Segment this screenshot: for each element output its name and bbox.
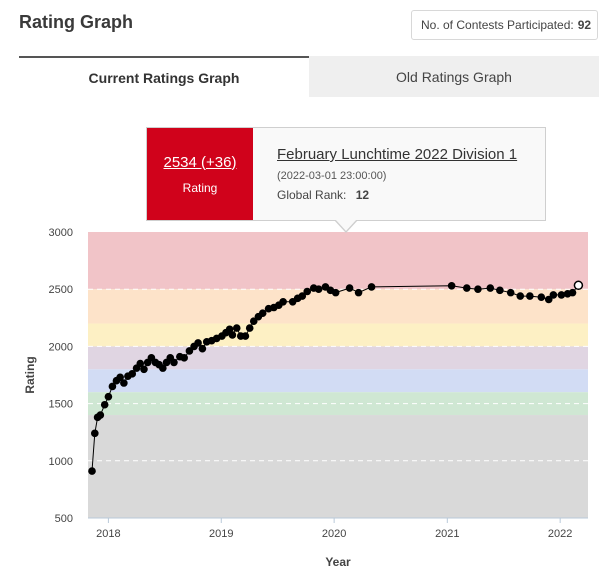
rating-point — [314, 285, 323, 294]
y-axis-ticks: 500 1000 1500 2000 2500 3000 — [49, 227, 73, 525]
tooltip-rank-label: Global Rank: — [277, 188, 347, 202]
rating-point — [91, 429, 99, 438]
rating-point — [331, 288, 340, 297]
rating-points — [88, 280, 584, 475]
rating-point — [549, 291, 558, 299]
tab-old-ratings-graph[interactable]: Old Ratings Graph — [309, 56, 599, 97]
x-axis-ticks: 2018 2019 2020 2021 2022 — [96, 518, 572, 540]
page-title: Rating Graph — [19, 12, 134, 32]
rating-point — [198, 344, 207, 353]
rating-point — [88, 467, 96, 475]
tooltip-rating-value[interactable]: 2534 (+36) — [163, 153, 237, 171]
contests-count-label: No. of Contests Participated: — [421, 18, 574, 32]
rating-point — [496, 286, 504, 295]
rating-point — [104, 392, 113, 401]
rating-point — [108, 382, 117, 391]
rating-point — [140, 365, 148, 374]
rating-point — [258, 309, 267, 318]
contests-count-value: 92 — [577, 18, 592, 32]
rating-point — [100, 400, 109, 409]
rating-point — [303, 287, 312, 296]
rating-band-red — [88, 232, 588, 290]
rating-point — [367, 283, 376, 291]
rating-point — [249, 317, 258, 326]
rating-point — [537, 293, 546, 302]
rating-point — [486, 284, 495, 292]
rating-point — [557, 291, 566, 299]
y-tick-label: 3000 — [49, 227, 73, 239]
tooltip-contest-link[interactable]: February Lunchtime 2022 Division 1 — [277, 146, 518, 163]
rating-point — [568, 288, 577, 297]
rating-band-purple — [88, 346, 588, 370]
rating-point — [225, 325, 234, 334]
tooltip-rank-value: 12 — [355, 188, 370, 202]
tab-current-ratings-graph[interactable]: Current Ratings Graph — [19, 56, 309, 97]
rating-point — [136, 359, 145, 368]
y-tick-label: 1500 — [49, 399, 73, 411]
contests-count-badge: No. of Contests Participated: 92 — [411, 10, 598, 40]
rating-point — [232, 324, 241, 332]
y-tick-label: 2000 — [49, 341, 73, 353]
rating-point — [279, 297, 287, 306]
tooltip-arrow — [335, 219, 357, 231]
x-tick-label: 2018 — [96, 528, 120, 540]
y-tick-label: 1000 — [49, 456, 73, 468]
chart-gridlines — [88, 288, 588, 462]
rating-point — [185, 347, 194, 355]
y-axis-label: Rating — [23, 356, 37, 393]
tooltip-rating-box: 2534 (+36) Rating — [147, 128, 253, 220]
x-tick-label: 2022 — [548, 528, 572, 540]
rating-point — [526, 292, 534, 300]
rating-point — [96, 411, 105, 419]
rating-point-selected — [573, 280, 584, 291]
tooltip-contest-date: (2022-03-01 23:00:00) — [277, 170, 387, 182]
rating-band-blue — [88, 369, 588, 393]
y-tick-label: 2500 — [49, 284, 73, 296]
rating-point — [159, 364, 167, 372]
tooltip-rating-label: Rating — [182, 180, 218, 195]
rating-band-yellow — [88, 323, 588, 347]
rating-point — [544, 295, 553, 304]
tooltip-contest-info: February Lunchtime 2022 Division 1 (2022… — [253, 128, 517, 220]
graph-tabs: Current Ratings Graph Old Ratings Graph — [19, 56, 599, 97]
rating-point — [128, 370, 137, 378]
rating-point — [506, 288, 515, 297]
x-axis-label: Year — [325, 555, 351, 569]
x-tick-label: 2019 — [209, 528, 233, 540]
rating-point — [120, 379, 128, 387]
rating-point — [354, 288, 363, 297]
x-tick-label: 2020 — [322, 528, 346, 540]
rating-point — [474, 285, 482, 294]
tooltip-global-rank: Global Rank: 12 — [277, 188, 517, 202]
rating-point — [447, 281, 456, 290]
rating-bands — [88, 232, 588, 518]
rating-point — [180, 354, 188, 362]
rating-point — [245, 324, 254, 332]
rating-point — [345, 284, 354, 292]
y-tick-label: 500 — [55, 513, 73, 525]
rating-point — [194, 339, 202, 347]
rating-point — [116, 373, 124, 382]
rating-point — [516, 292, 525, 300]
rating-point — [228, 331, 237, 339]
rating-point — [462, 284, 471, 292]
rating-band-gray — [88, 415, 588, 518]
rating-band-green — [88, 392, 588, 416]
rating-point — [170, 358, 178, 367]
rating-tooltip: 2534 (+36) Rating February Lunchtime 202… — [146, 127, 546, 221]
rating-point — [298, 292, 307, 300]
x-tick-label: 2021 — [435, 528, 459, 540]
rating-point — [241, 332, 250, 340]
